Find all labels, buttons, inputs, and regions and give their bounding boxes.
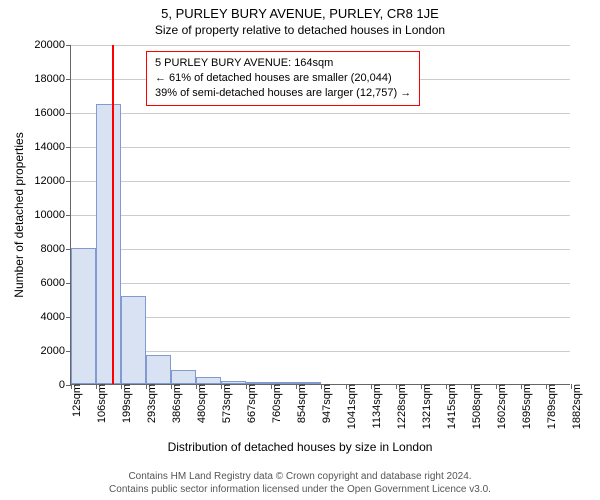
histogram-bar (71, 248, 96, 384)
ytick-mark (66, 147, 71, 148)
histogram-bar (146, 355, 171, 384)
ytick-mark (66, 45, 71, 46)
marker-line (112, 45, 114, 384)
ytick-label: 12000 (34, 175, 65, 187)
chart-container: 5, PURLEY BURY AVENUE, PURLEY, CR8 1JE S… (0, 0, 600, 500)
histogram-bar (96, 104, 121, 385)
annotation-box: 5 PURLEY BURY AVENUE: 164sqm← 61% of det… (146, 51, 420, 106)
footer-line2: Contains public sector information licen… (0, 483, 600, 496)
xtick-label: 947sqm (315, 384, 333, 423)
histogram-bar (121, 296, 146, 384)
ytick-label: 14000 (34, 141, 65, 153)
chart-subtitle: Size of property relative to detached ho… (0, 21, 600, 37)
gridline (71, 45, 570, 46)
gridline (71, 147, 570, 148)
ytick-label: 8000 (41, 243, 65, 255)
chart-title: 5, PURLEY BURY AVENUE, PURLEY, CR8 1JE (0, 0, 600, 21)
gridline (71, 113, 570, 114)
gridline (71, 181, 570, 182)
gridline (71, 215, 570, 216)
xtick-label: 106sqm (90, 384, 108, 423)
ytick-label: 10000 (34, 209, 65, 221)
gridline (71, 283, 570, 284)
ytick-mark (66, 79, 71, 80)
xtick-label: 667sqm (240, 384, 258, 423)
y-axis-label: Number of detached properties (12, 132, 26, 297)
xtick-label: 480sqm (190, 384, 208, 423)
xtick-label: 293sqm (140, 384, 158, 423)
ytick-label: 6000 (41, 277, 65, 289)
xtick-label: 1134sqm (365, 384, 383, 428)
ytick-mark (66, 215, 71, 216)
xtick-label: 1789sqm (540, 384, 558, 429)
xtick-label: 1882sqm (565, 384, 583, 429)
annotation-line: 5 PURLEY BURY AVENUE: 164sqm (155, 56, 411, 71)
xtick-label: 1695sqm (515, 384, 533, 429)
xtick-label: 199sqm (115, 384, 133, 423)
footer: Contains HM Land Registry data © Crown c… (0, 470, 600, 496)
xtick-label: 1508sqm (465, 384, 483, 429)
ytick-label: 4000 (41, 311, 65, 323)
xtick-label: 573sqm (215, 384, 233, 423)
xtick-label: 12sqm (65, 384, 83, 417)
annotation-line: 39% of semi-detached houses are larger (… (155, 86, 411, 101)
plot-area: 0200040006000800010000120001400016000180… (70, 45, 570, 385)
xtick-label: 854sqm (290, 384, 308, 423)
ytick-label: 20000 (34, 39, 65, 51)
x-axis-label: Distribution of detached houses by size … (0, 440, 600, 454)
ytick-label: 16000 (34, 107, 65, 119)
xtick-label: 1228sqm (390, 384, 408, 429)
xtick-label: 1602sqm (490, 384, 508, 429)
ytick-mark (66, 113, 71, 114)
ytick-label: 2000 (41, 345, 65, 357)
histogram-bar (196, 377, 221, 384)
xtick-label: 1415sqm (440, 384, 458, 429)
histogram-bar (171, 370, 196, 384)
xtick-label: 386sqm (165, 384, 183, 423)
footer-line1: Contains HM Land Registry data © Crown c… (0, 470, 600, 483)
plot: 0200040006000800010000120001400016000180… (70, 45, 570, 385)
ytick-label: 18000 (34, 73, 65, 85)
annotation-line: ← 61% of detached houses are smaller (20… (155, 71, 411, 86)
xtick-label: 760sqm (265, 384, 283, 423)
ytick-mark (66, 181, 71, 182)
xtick-label: 1321sqm (415, 384, 433, 429)
xtick-label: 1041sqm (340, 384, 358, 429)
gridline (71, 249, 570, 250)
